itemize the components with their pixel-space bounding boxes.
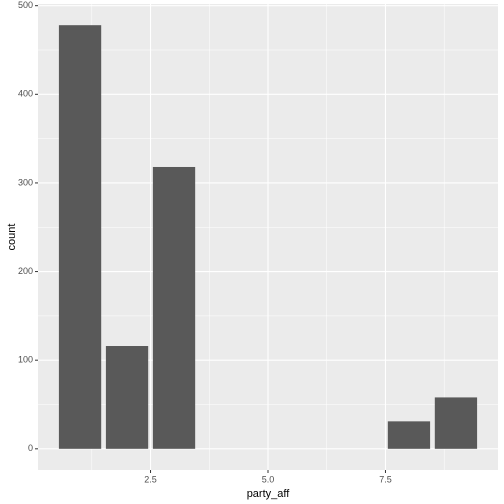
y-axis-title: count bbox=[6, 224, 18, 251]
bar bbox=[105, 346, 149, 449]
x-tick-label: 2.5 bbox=[144, 474, 157, 484]
x-axis-title: party_aff bbox=[247, 488, 291, 500]
y-tick-label: 200 bbox=[18, 266, 33, 276]
y-tick-label: 400 bbox=[18, 89, 33, 99]
bar bbox=[152, 166, 196, 449]
y-tick-label: 500 bbox=[18, 0, 33, 10]
y-tick-label: 100 bbox=[18, 355, 33, 365]
x-tick-label: 5.0 bbox=[262, 474, 275, 484]
x-tick-label: 7.5 bbox=[379, 474, 392, 484]
bar bbox=[387, 421, 431, 449]
bar bbox=[58, 25, 102, 449]
bar bbox=[434, 397, 478, 449]
y-tick-label: 300 bbox=[18, 177, 33, 187]
y-tick-label: 0 bbox=[28, 443, 33, 453]
